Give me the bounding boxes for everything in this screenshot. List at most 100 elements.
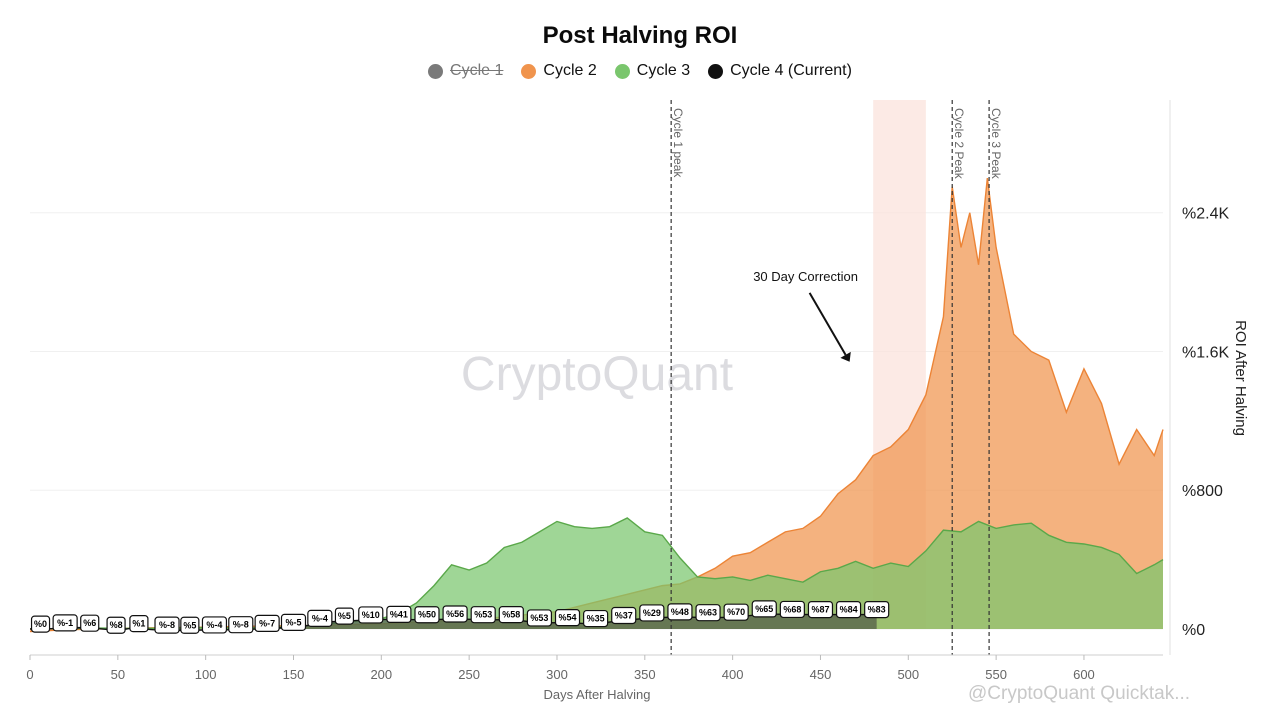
- legend-item-cycle-3[interactable]: Cycle 3: [614, 62, 691, 80]
- roi-label-text: %84: [840, 605, 858, 615]
- roi-data-label: %8: [106, 616, 126, 634]
- x-tick-label: 200: [370, 667, 392, 682]
- roi-label-box: [334, 607, 355, 625]
- x-tick-label: 350: [634, 667, 656, 682]
- x-tick-label: 550: [985, 667, 1007, 682]
- roi-label-text: %35: [587, 614, 605, 624]
- chart-title: Post Halving ROI: [542, 22, 738, 49]
- roi-label-box: [864, 600, 890, 619]
- roi-label-box: [554, 609, 581, 627]
- roi-label-text: %53: [530, 613, 548, 623]
- peak-marker-label: Cycle 1 peak: [671, 108, 685, 178]
- roi-label-text: %-1: [57, 618, 73, 628]
- roi-label-box: [180, 616, 200, 634]
- roi-label-text: %56: [446, 609, 464, 619]
- roi-data-label: %54: [554, 609, 581, 627]
- roi-data-label: %84: [835, 600, 862, 619]
- legend-label: Cycle 2: [543, 62, 597, 79]
- roi-data-label: %-7: [254, 614, 280, 633]
- roi-data-label: %56: [442, 605, 468, 623]
- roi-label-text: %-5: [285, 617, 301, 627]
- roi-data-label: %48: [667, 603, 693, 621]
- x-tick-label: 300: [546, 667, 568, 682]
- roi-data-label: %5: [334, 607, 355, 625]
- roi-label-text: %5: [183, 620, 196, 630]
- watermark-logo: CryptoQuant: [461, 348, 733, 401]
- legend-item-cycle-4[interactable]: Cycle 4 (Current): [708, 62, 852, 80]
- cycle-2-area: [30, 178, 1163, 632]
- roi-data-label: %58: [498, 606, 524, 624]
- roi-data-label: %-4: [307, 609, 333, 627]
- roi-data-label: %-5: [280, 613, 307, 631]
- roi-data-label: %53: [526, 609, 553, 627]
- roi-data-label: %50: [414, 606, 440, 624]
- roi-label-text: %65: [755, 604, 773, 614]
- roi-label-text: %53: [474, 610, 492, 620]
- roi-data-label: %6: [80, 614, 100, 632]
- annotation-arrow-line: [808, 292, 847, 356]
- roi-label-text: %87: [811, 605, 829, 615]
- roi-label-text: %41: [390, 609, 408, 619]
- roi-label-box: [498, 606, 524, 624]
- roi-label-text: %8: [110, 620, 123, 630]
- roi-label-text: %-8: [159, 620, 175, 630]
- roi-data-label: %53: [470, 606, 496, 624]
- annotation-arrow-head: [840, 351, 851, 362]
- y-tick-label: %800: [1182, 483, 1223, 500]
- peak-marker-label: Cycle 2 Peak: [952, 108, 966, 180]
- axis-layer: %0 %800 %1.6K %2.4K 0 50 100 150 200 250 300 350 400…: [26, 100, 1229, 682]
- roi-label-text: %37: [615, 610, 633, 620]
- roi-label-text: %-7: [259, 618, 275, 628]
- legend-label: Cycle 4 (Current): [730, 62, 852, 79]
- marker-layer: Cycle 1 peak Cycle 2 Peak Cycle 3 Peak: [670, 100, 1003, 655]
- legend-item-cycle-1[interactable]: Cycle 1: [428, 62, 503, 80]
- x-tick-label: 500: [897, 667, 919, 682]
- roi-label-text: %50: [418, 610, 436, 620]
- roi-data-label: %1: [129, 615, 149, 633]
- annot-layer: 30 Day Correction: [753, 269, 858, 362]
- roi-label-box: [639, 604, 665, 622]
- roi-label-text: %58: [502, 610, 520, 620]
- y-tick-label: %1.6K: [1182, 344, 1229, 361]
- roi-label-text: %-8: [233, 620, 249, 630]
- roi-label-box: [807, 600, 834, 619]
- roi-label-box: [307, 609, 333, 627]
- legend-label: Cycle 3: [636, 62, 691, 79]
- roi-label-box: [52, 614, 78, 632]
- roi-label-text: %-4: [312, 613, 328, 623]
- annotation-text: 30 Day Correction: [753, 269, 858, 284]
- label-layer: %0 %-1 %6 %8 %1 %-8 %5 %-4 %-8 %-7 %-5 %-4 %5 %10 %41%…: [30, 600, 890, 634]
- roi-label-text: %5: [338, 611, 351, 621]
- footer-watermark: @CryptoQuant Quicktak...: [968, 683, 1190, 704]
- legend-dot-icon: [521, 63, 537, 79]
- legend-dot-icon: [614, 63, 630, 79]
- roi-label-text: %29: [643, 608, 661, 618]
- roi-label-text: %70: [727, 607, 745, 617]
- roi-label-box: [667, 603, 693, 621]
- roi-label-box: [583, 609, 609, 628]
- x-tick-label: 250: [458, 667, 480, 682]
- legend-item-cycle-2[interactable]: Cycle 2: [521, 62, 597, 80]
- roi-data-label: %5: [180, 616, 200, 634]
- roi-label-box: [414, 606, 440, 624]
- y-axis-label: ROI After Halving: [1232, 320, 1249, 436]
- roi-label-text: %0: [34, 619, 47, 629]
- roi-label-box: [358, 606, 384, 624]
- roi-data-label: %10: [358, 606, 384, 624]
- roi-data-label: %70: [723, 603, 749, 621]
- y-tick-label: %0: [1182, 622, 1205, 639]
- roi-label-text: %6: [83, 618, 96, 628]
- roi-label-box: [751, 600, 777, 618]
- area-layer: [29, 177, 1164, 633]
- roi-data-label: %-8: [228, 616, 254, 634]
- legend-label: Cycle 1: [450, 62, 504, 79]
- roi-label-text: %1: [132, 619, 145, 629]
- x-tick-label: 400: [722, 667, 744, 682]
- roi-label-box: [80, 614, 100, 632]
- roi-data-label: %-1: [52, 614, 78, 632]
- legend: Cycle 1 Cycle 2 Cycle 3 Cycle 4 (Current…: [0, 62, 1280, 80]
- roi-data-label: %0: [30, 615, 51, 633]
- roi-data-label: %-4: [201, 616, 228, 634]
- x-tick-label: 450: [810, 667, 832, 682]
